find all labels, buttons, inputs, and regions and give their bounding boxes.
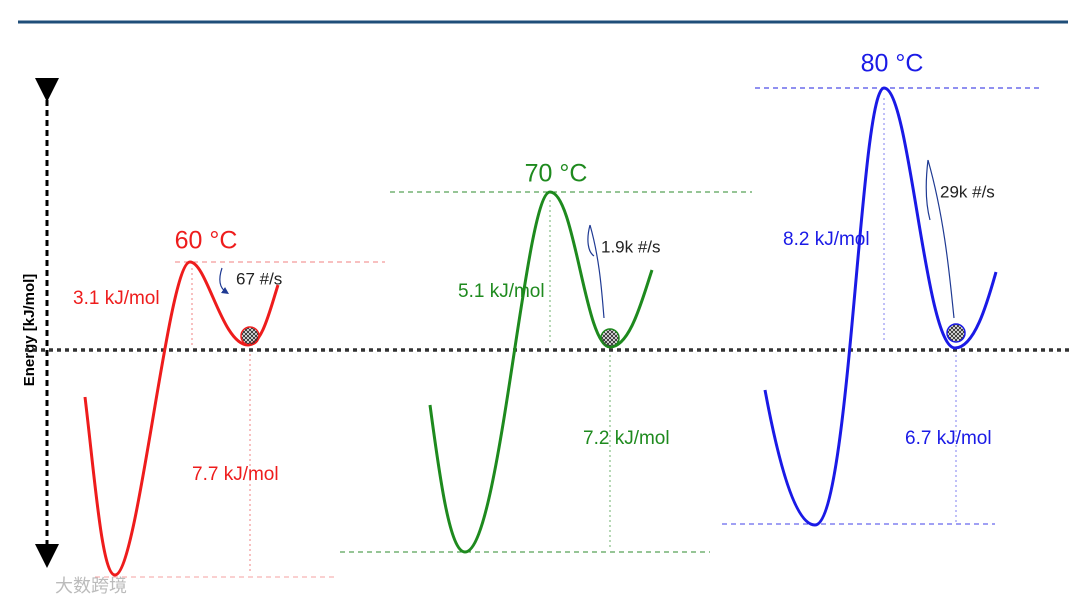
depth-label: 7.2 kJ/mol — [583, 428, 670, 449]
temperature: 70 °C — [525, 160, 588, 188]
rate-label: 67 #/s — [236, 269, 282, 288]
temperature: 60 °C — [175, 227, 238, 255]
panel-80 — [722, 86, 1040, 527]
rate-label: 1.9k #/s — [601, 237, 661, 256]
barrier-label: 3.1 kJ/mol — [73, 288, 160, 309]
watermark: 大数跨境 — [55, 576, 127, 596]
panel-60 — [83, 260, 385, 578]
temperature: 80 °C — [861, 50, 924, 78]
axis-label: Energy [kJ/mol] — [21, 274, 38, 387]
barrier-label: 8.2 kJ/mol — [783, 229, 870, 250]
panel-70 — [340, 190, 752, 554]
depth-label: 7.7 kJ/mol — [192, 464, 279, 485]
rate-label: 29k #/s — [940, 182, 995, 201]
depth-label: 6.7 kJ/mol — [905, 428, 992, 449]
barrier-label: 5.1 kJ/mol — [458, 281, 545, 302]
